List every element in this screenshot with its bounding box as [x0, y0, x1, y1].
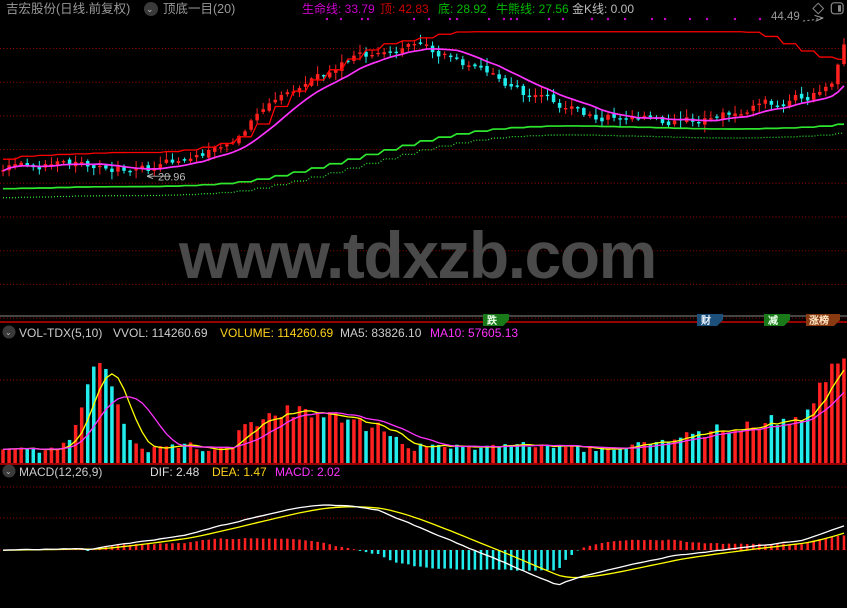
svg-text:DIF: 2.48: DIF: 2.48	[150, 465, 200, 479]
svg-text:减: 减	[768, 314, 778, 327]
svg-text:MACD(12,26,9): MACD(12,26,9)	[19, 465, 102, 479]
svg-text:www.tdxzb.com: www.tdxzb.com	[178, 218, 656, 292]
svg-text:顶: 42.83: 顶: 42.83	[380, 2, 429, 16]
svg-text:财: 财	[700, 314, 711, 327]
svg-text:吉宏股份(日线.前复权): 吉宏股份(日线.前复权)	[6, 1, 130, 16]
svg-text:20.96: 20.96	[158, 172, 186, 184]
svg-text:底: 28.92: 底: 28.92	[438, 1, 487, 16]
svg-text:顶底一目(20): 顶底一目(20)	[163, 1, 235, 16]
svg-text:⌄: ⌄	[5, 467, 12, 476]
svg-text:VOLUME: 114260.69: VOLUME: 114260.69	[220, 326, 334, 340]
svg-text:MA10: 57605.13: MA10: 57605.13	[430, 326, 518, 340]
svg-text:MA5: 83826.10: MA5: 83826.10	[340, 326, 422, 340]
svg-text:VOL-TDX(5,10): VOL-TDX(5,10)	[19, 326, 102, 340]
svg-text:44.49: 44.49	[771, 11, 800, 23]
svg-text:⌄: ⌄	[5, 328, 12, 337]
svg-text:涨榜: 涨榜	[809, 314, 829, 327]
svg-text:金K线: 0.00: 金K线: 0.00	[572, 1, 634, 16]
svg-text:生命线: 33.79: 生命线: 33.79	[302, 1, 375, 16]
svg-text:牛熊线: 27.56: 牛熊线: 27.56	[496, 1, 569, 16]
svg-text:DEA: 1.47: DEA: 1.47	[212, 465, 267, 479]
svg-text:VVOL: 114260.69: VVOL: 114260.69	[113, 326, 208, 340]
svg-text:⌄: ⌄	[146, 4, 154, 14]
svg-text:MACD: 2.02: MACD: 2.02	[275, 465, 341, 479]
